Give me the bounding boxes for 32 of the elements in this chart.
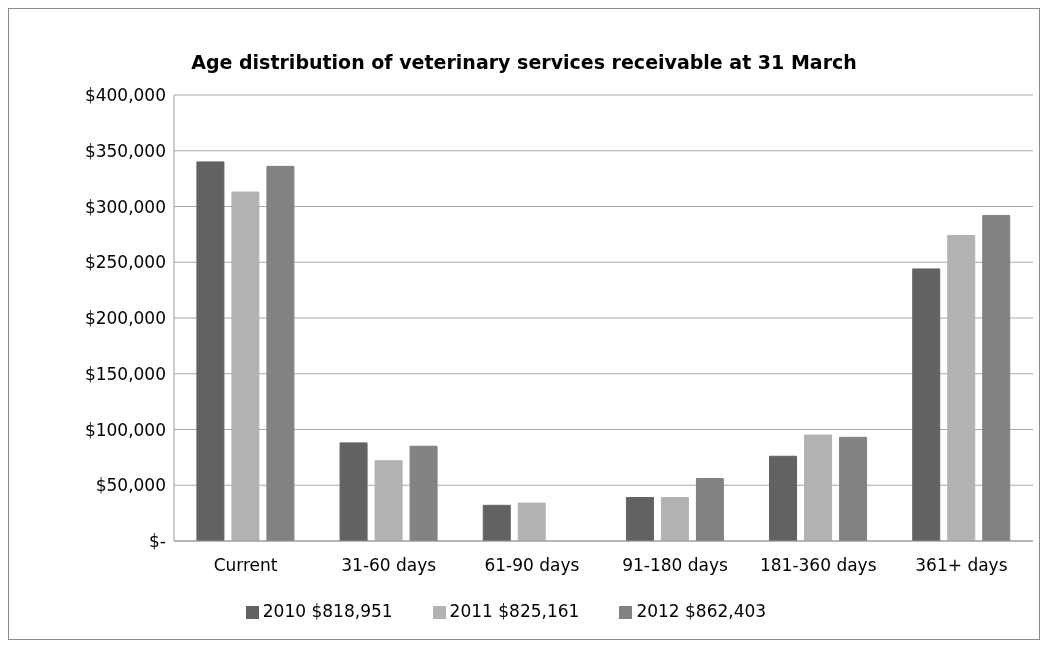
bar bbox=[912, 268, 941, 541]
x-tick-label: Current bbox=[213, 555, 278, 576]
x-tick-label: 91-180 days bbox=[622, 555, 729, 576]
bar bbox=[409, 445, 438, 541]
y-tick-label: $150,000 bbox=[84, 363, 166, 384]
legend-label: 2011 $825,161 bbox=[449, 601, 580, 621]
bar bbox=[660, 497, 689, 541]
bar bbox=[982, 214, 1011, 541]
y-tick-label: $400,000 bbox=[84, 85, 166, 106]
bar bbox=[769, 455, 798, 541]
bar bbox=[517, 502, 546, 541]
legend-label: 2010 $818,951 bbox=[262, 601, 393, 621]
y-tick-label: $350,000 bbox=[84, 140, 166, 161]
x-tick-label: 61-90 days bbox=[484, 555, 580, 576]
y-tick-label: $200,000 bbox=[84, 308, 166, 329]
y-tick-label: $300,000 bbox=[84, 196, 166, 217]
bar bbox=[196, 161, 225, 541]
chart-title: Age distribution of veterinary services receivable at 31 March bbox=[190, 51, 858, 75]
y-tick-label: $50,000 bbox=[95, 475, 166, 496]
x-tick-label: 181-360 days bbox=[759, 555, 877, 576]
bar bbox=[839, 436, 868, 541]
y-tick-label: $250,000 bbox=[84, 252, 166, 273]
x-tick-label: 361+ days bbox=[915, 555, 1008, 576]
bar bbox=[482, 504, 511, 541]
legend-label: 2012 $862,403 bbox=[636, 601, 767, 621]
bar bbox=[695, 478, 724, 541]
bar bbox=[625, 497, 654, 541]
x-tick-label: 31-60 days bbox=[341, 555, 437, 576]
y-tick-label: $- bbox=[149, 531, 166, 552]
y-tick-label: $100,000 bbox=[84, 419, 166, 440]
bar bbox=[266, 165, 295, 541]
bar bbox=[339, 442, 368, 541]
